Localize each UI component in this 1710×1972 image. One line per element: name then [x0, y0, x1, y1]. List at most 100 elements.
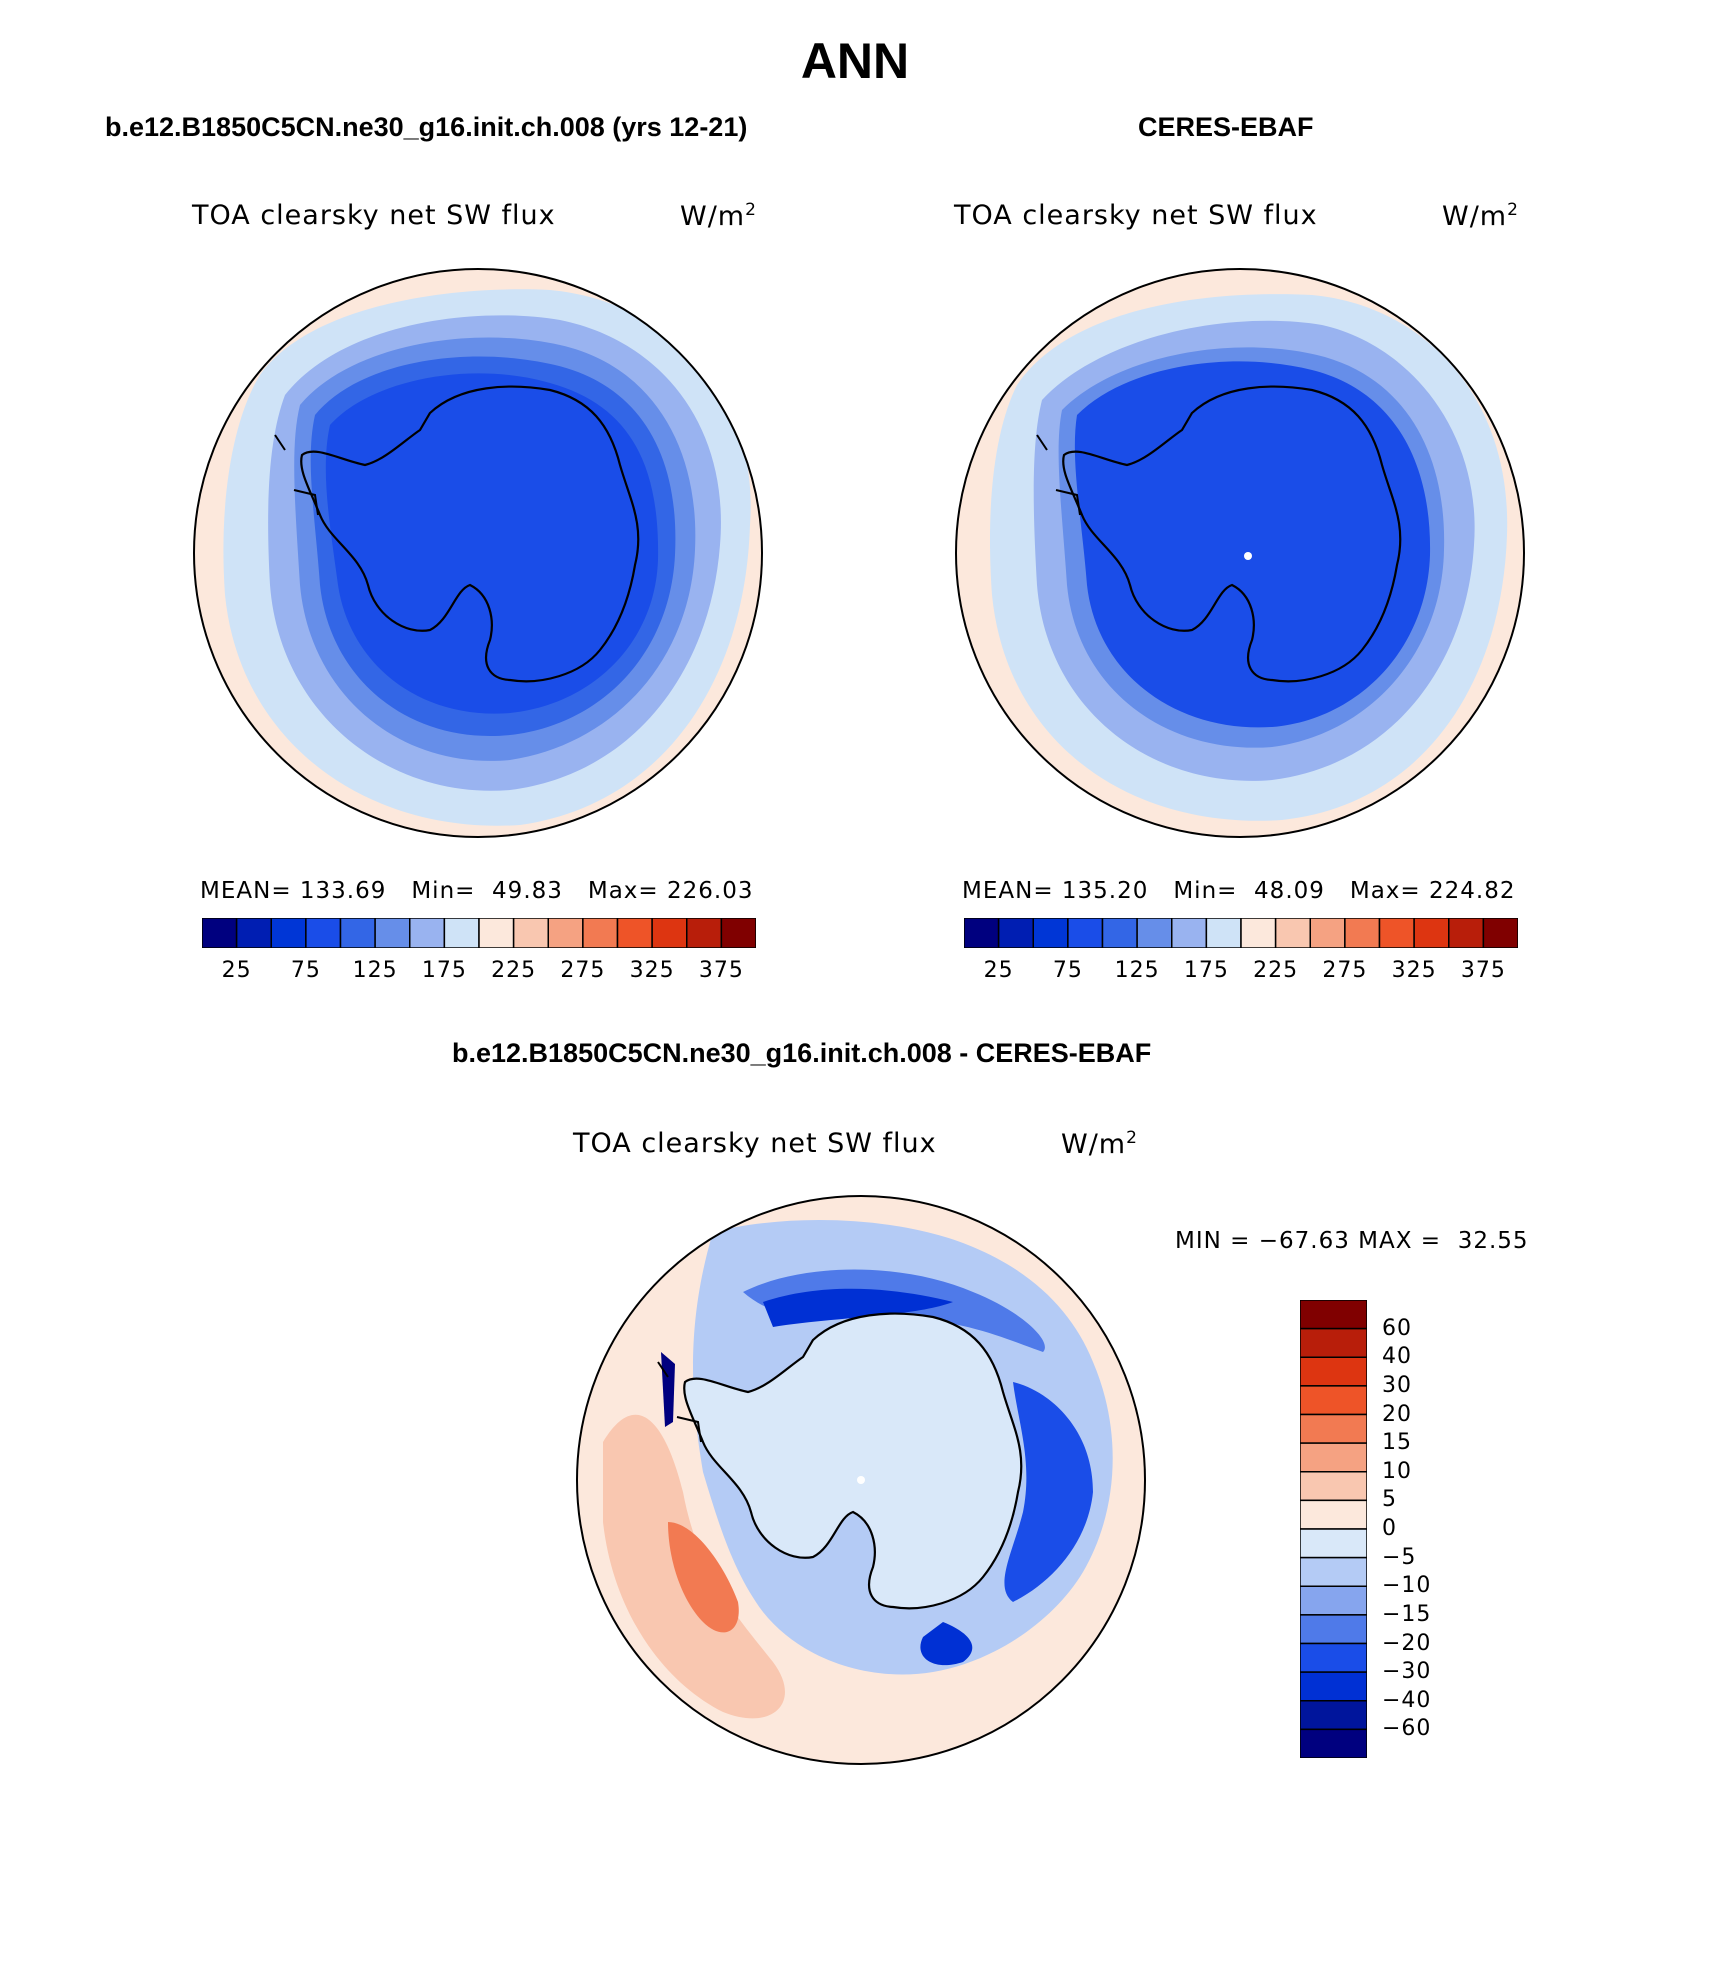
- panel1-colorbar-tick-label: 375: [698, 958, 744, 983]
- difference-colorbar-tick-label: 20: [1382, 1401, 1412, 1427]
- difference-colorbar-tick-label: 40: [1382, 1344, 1412, 1370]
- difference-colorbar-swatch: [1300, 1671, 1367, 1702]
- panel1-polar-map: [193, 268, 763, 838]
- panel1-case-title: b.e12.B1850C5CN.ne30_g16.init.ch.008 (yr…: [105, 112, 748, 142]
- panel2-colorbar-swatch: [1067, 918, 1104, 948]
- difference-colorbar-swatch: [1300, 1642, 1367, 1673]
- difference-colorbar-tick-label: −10: [1382, 1573, 1432, 1599]
- panel1-units-label: W/m2: [680, 200, 757, 232]
- panel1-colorbar-tick-label: 275: [560, 958, 606, 983]
- panel1-colorbar-tick-label: 75: [290, 958, 321, 983]
- difference-colorbar-tick-label: 5: [1382, 1487, 1397, 1513]
- panel1-colorbar-swatch: [720, 918, 756, 948]
- panel1-colorbar-swatch: [651, 918, 688, 948]
- panel1-colorbar-labels: 25 75 125 175 225 275 325 375: [202, 958, 756, 988]
- panel1-colorbar-swatch: [235, 918, 272, 948]
- panel1-colorbar-swatch: [270, 918, 307, 948]
- panel2-colorbar-swatch: [1032, 918, 1069, 948]
- panel1-colorbar: [202, 918, 756, 948]
- difference-colorbar-swatch: [1300, 1614, 1367, 1645]
- panel2-colorbar-tick-label: 275: [1322, 958, 1368, 983]
- difference-colorbar-swatch: [1300, 1556, 1367, 1587]
- panel2-colorbar-swatch: [1274, 918, 1311, 948]
- difference-colorbar-swatch: [1300, 1585, 1367, 1616]
- panel2-colorbar-labels: 25 75 125 175 225 275 325 375: [964, 958, 1518, 988]
- panel1-colorbar-swatch: [202, 918, 238, 948]
- difference-case-title: b.e12.B1850C5CN.ne30_g16.init.ch.008 - C…: [452, 1038, 1152, 1068]
- panel2-colorbar-tick-label: 225: [1253, 958, 1299, 983]
- panel2-colorbar-tick-label: 325: [1391, 958, 1437, 983]
- panel2-colorbar: [964, 918, 1518, 948]
- panel2-colorbar-swatch: [997, 918, 1034, 948]
- panel2-colorbar-swatch: [1448, 918, 1485, 948]
- panel2-variable-label: TOA clearsky net SW flux: [954, 200, 1318, 231]
- panel1-colorbar-swatch: [478, 918, 515, 948]
- panel2-colorbar-tick-label: 375: [1460, 958, 1506, 983]
- panel1-colorbar-tick-label: 125: [352, 958, 398, 983]
- panel2-colorbar-tick-label: 175: [1183, 958, 1229, 983]
- difference-colorbar-swatch: [1300, 1528, 1367, 1559]
- difference-colorbar: [1300, 1300, 1367, 1758]
- panel1-stats: MEAN= 133.69 Min= 49.83 Max= 226.03: [200, 878, 754, 904]
- difference-colorbar-swatch: [1300, 1499, 1367, 1530]
- figure-title: ANN: [800, 33, 910, 89]
- panel2-colorbar-tick-label: 25: [983, 958, 1014, 983]
- panel2-colorbar-swatch: [1136, 918, 1173, 948]
- panel1-colorbar-swatch: [582, 918, 619, 948]
- difference-colorbar-labels: 60 40 30 20 15 10 5 0 −5 −10 −15 −20 −30 −40 −60: [1382, 1300, 1462, 1758]
- panel2-colorbar-swatch: [1309, 918, 1346, 948]
- difference-variable-label: TOA clearsky net SW flux: [573, 1128, 937, 1159]
- panel2-colorbar-tick-label: 125: [1114, 958, 1160, 983]
- panel2-colorbar-swatch: [1101, 918, 1138, 948]
- difference-colorbar-tick-label: −5: [1382, 1544, 1417, 1570]
- difference-colorbar-swatch: [1300, 1442, 1367, 1473]
- difference-colorbar-swatch: [1300, 1413, 1367, 1444]
- panel1-colorbar-tick-label: 325: [629, 958, 675, 983]
- difference-colorbar-tick-label: −60: [1382, 1716, 1432, 1742]
- difference-minmax: MIN = −67.63 MAX = 32.55: [1175, 1228, 1529, 1254]
- panel1-colorbar-swatch: [305, 918, 342, 948]
- panel1-colorbar-swatch: [339, 918, 376, 948]
- difference-colorbar-tick-label: −30: [1382, 1659, 1432, 1685]
- difference-colorbar-swatch: [1300, 1300, 1367, 1330]
- panel2-case-title: CERES-EBAF: [1138, 112, 1314, 142]
- panel1-colorbar-swatch: [686, 918, 723, 948]
- difference-colorbar-swatch: [1300, 1728, 1367, 1758]
- panel1-colorbar-swatch: [374, 918, 411, 948]
- panel1-variable-label: TOA clearsky net SW flux: [192, 200, 556, 231]
- panel2-colorbar-swatch: [1240, 918, 1277, 948]
- panel1-colorbar-tick-label: 225: [491, 958, 537, 983]
- difference-colorbar-tick-label: 60: [1382, 1315, 1412, 1341]
- panel1-colorbar-tick-label: 175: [421, 958, 467, 983]
- difference-colorbar-tick-label: −40: [1382, 1687, 1432, 1713]
- panel2-colorbar-swatch: [964, 918, 1000, 948]
- panel1-colorbar-swatch: [616, 918, 653, 948]
- difference-colorbar-tick-label: 0: [1382, 1516, 1397, 1541]
- difference-colorbar-swatch: [1300, 1327, 1367, 1358]
- difference-colorbar-swatch: [1300, 1471, 1367, 1502]
- difference-polar-map: [576, 1195, 1146, 1765]
- difference-units-label: W/m2: [1061, 1128, 1138, 1160]
- difference-colorbar-tick-label: 30: [1382, 1372, 1412, 1398]
- panel1-colorbar-tick-label: 25: [221, 958, 252, 983]
- panel2-colorbar-swatch: [1482, 918, 1518, 948]
- difference-colorbar-tick-label: −20: [1382, 1630, 1432, 1656]
- panel2-colorbar-swatch: [1378, 918, 1415, 948]
- difference-colorbar-tick-label: −15: [1382, 1601, 1432, 1627]
- panel2-stats: MEAN= 135.20 Min= 48.09 Max= 224.82: [962, 878, 1516, 904]
- panel1-colorbar-swatch: [443, 918, 480, 948]
- panel1-colorbar-swatch: [409, 918, 446, 948]
- panel2-colorbar-swatch: [1344, 918, 1381, 948]
- difference-colorbar-tick-label: 10: [1382, 1458, 1412, 1484]
- panel2-colorbar-swatch: [1205, 918, 1242, 948]
- panel2-colorbar-swatch: [1171, 918, 1208, 948]
- panel2-colorbar-tick-label: 75: [1052, 958, 1083, 983]
- difference-colorbar-tick-label: 15: [1382, 1430, 1412, 1456]
- panel2-units-label: W/m2: [1442, 200, 1519, 232]
- difference-colorbar-swatch: [1300, 1385, 1367, 1416]
- panel2-colorbar-swatch: [1413, 918, 1450, 948]
- panel2-polar-map: [955, 268, 1525, 838]
- difference-colorbar-swatch: [1300, 1356, 1367, 1387]
- panel1-colorbar-swatch: [547, 918, 584, 948]
- difference-colorbar-swatch: [1300, 1700, 1367, 1731]
